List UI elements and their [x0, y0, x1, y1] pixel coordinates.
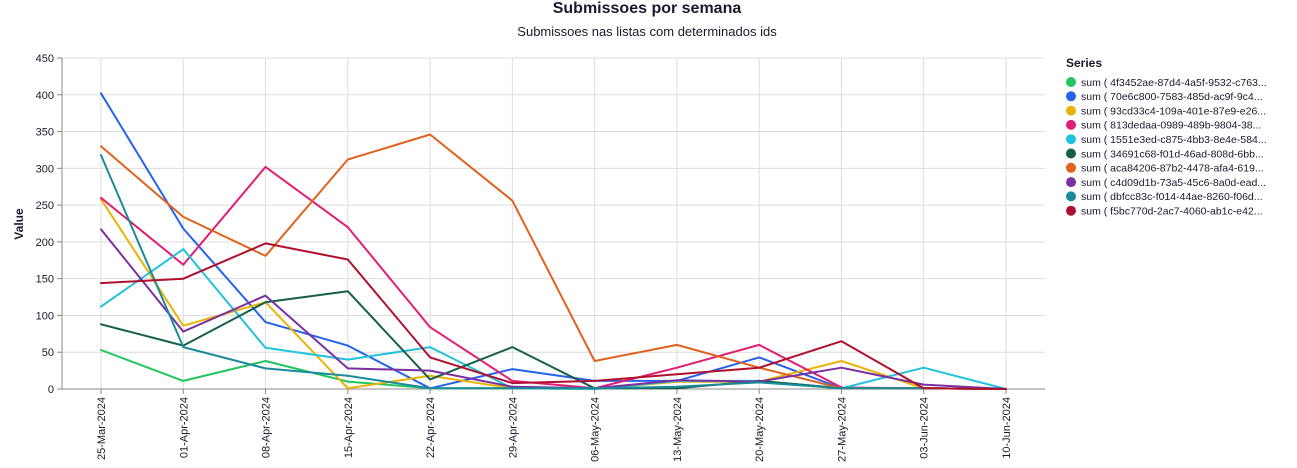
legend-label[interactable]: sum ( c4d09d1b-73a5-45c6-8a0d-ead... — [1081, 177, 1266, 189]
axes: 0 50 100 150 200 250 300 350 400 450 25-Mar-2024 01… — [36, 53, 1045, 462]
x-tick-label: 03-Jun-2024 — [919, 397, 931, 459]
legend-label[interactable]: sum ( aca84206-87b2-4478-afa4-619... — [1081, 163, 1264, 175]
x-tick-label: 20-May-2024 — [754, 397, 766, 462]
legend-marker — [1066, 77, 1076, 87]
series-line-9 — [100, 154, 1007, 390]
y-tick-label: 100 — [36, 310, 54, 322]
chart-title: Submissoes por semana — [553, 0, 742, 17]
series-line-7 — [100, 133, 1007, 390]
legend-label[interactable]: sum ( dbfcc83c-f014-44ae-8260-f06d... — [1081, 191, 1263, 203]
legend-marker — [1066, 191, 1076, 202]
legend-marker — [1066, 105, 1076, 116]
legend-marker — [1066, 119, 1076, 130]
x-tick-label: 06-May-2024 — [590, 397, 602, 462]
legend-marker — [1066, 148, 1076, 159]
chart-subtitle: Submissoes nas listas com determinados i… — [517, 24, 777, 39]
legend-marker — [1066, 134, 1076, 145]
y-tick-label: 0 — [48, 384, 54, 396]
series-lines — [100, 92, 1007, 390]
y-axis-label: Value — [12, 208, 26, 240]
legend-label[interactable]: sum ( f5bc770d-2ac7-4060-ab1c-e42... — [1081, 206, 1263, 218]
x-tick-label: 10-Jun-2024 — [1001, 397, 1013, 459]
legend-label[interactable]: sum ( 34691c68-f01d-46ad-808d-6bb... — [1081, 148, 1264, 160]
y-tick-label: 300 — [36, 163, 54, 175]
x-tick-label: 22-Apr-2024 — [425, 397, 437, 458]
x-tick-label: 13-May-2024 — [672, 397, 684, 462]
x-tick-label: 27-May-2024 — [836, 397, 848, 462]
legend-marker — [1066, 91, 1076, 102]
legend-label[interactable]: sum ( 93cd33c4-109a-401e-87e9-e26... — [1081, 105, 1266, 117]
legend-title: Series — [1066, 56, 1102, 70]
series-line-8 — [100, 228, 1007, 390]
x-tick-label: 01-Apr-2024 — [178, 397, 190, 458]
y-tick-label: 250 — [36, 200, 54, 212]
legend-marker — [1066, 162, 1076, 173]
legend-label[interactable]: sum ( 1551e3ed-c875-4bb3-8e4e-584... — [1081, 134, 1267, 146]
legend-label[interactable]: sum ( 813dedaa-0989-489b-9804-38... — [1081, 120, 1261, 132]
legend-marker — [1066, 177, 1076, 188]
series-line-2 — [100, 92, 1007, 390]
x-tick-label: 15-Apr-2024 — [343, 397, 355, 458]
legend-marker — [1066, 205, 1076, 216]
y-tick-label: 450 — [36, 53, 54, 65]
x-tick-label: 25-Mar-2024 — [96, 397, 108, 460]
y-tick-label: 400 — [36, 90, 54, 102]
series-line-4 — [100, 165, 1007, 390]
series-line-10 — [100, 242, 1007, 390]
y-tick-label: 200 — [36, 237, 54, 249]
grid-lines — [62, 57, 1045, 390]
y-tick-label: 50 — [42, 347, 54, 359]
legend-label[interactable]: sum ( 4f3452ae-87d4-4a5f-9532-c763... — [1081, 77, 1267, 89]
y-tick-label: 150 — [36, 274, 54, 286]
legend: Series sum ( 4f3452ae-87d4-4a5f-9532-c76… — [1066, 56, 1267, 218]
legend-label[interactable]: sum ( 70e6c800-7583-485d-ac9f-9c4... — [1081, 91, 1263, 103]
x-tick-label: 08-Apr-2024 — [261, 397, 273, 458]
y-tick-label: 350 — [36, 127, 54, 139]
x-tick-label: 29-Apr-2024 — [507, 397, 519, 458]
